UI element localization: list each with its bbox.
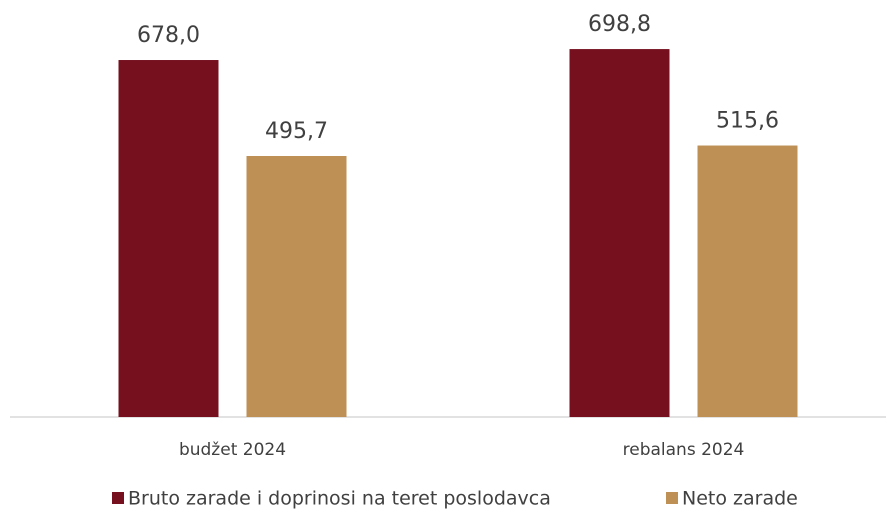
x-tick-label: rebalans 2024 [623,440,745,460]
legend-swatch [112,492,124,504]
bar [246,156,347,417]
bar [569,49,670,417]
legend-swatch [666,492,678,504]
legend-label: Neto zarade [682,488,798,510]
value-label: 495,7 [265,119,328,144]
value-label: 678,0 [137,23,200,48]
x-tick-label: budžet 2024 [179,440,286,460]
value-label: 698,8 [588,12,651,37]
value-label: 515,6 [716,109,779,134]
legend-label: Bruto zarade i doprinosi na teret poslod… [128,488,551,510]
bar [697,145,798,417]
bar [118,60,219,417]
